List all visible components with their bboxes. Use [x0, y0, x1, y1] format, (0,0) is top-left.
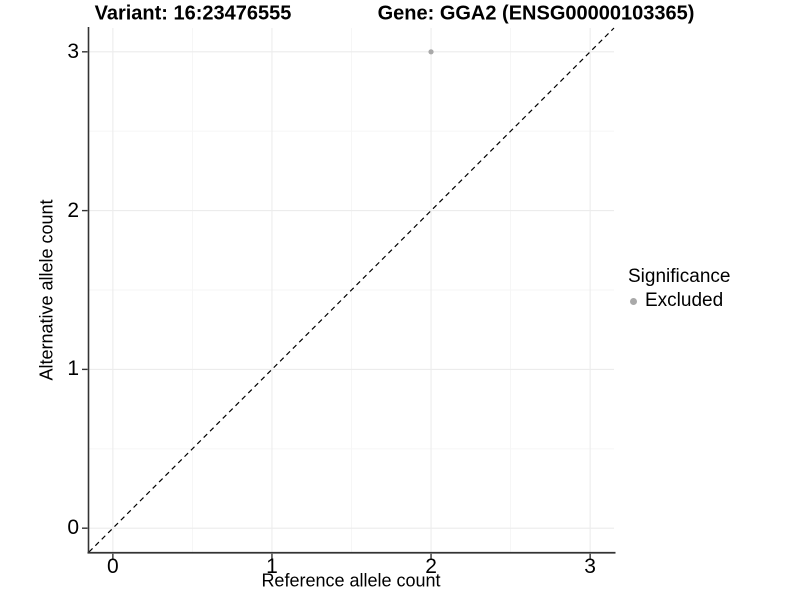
legend-entry-label: Excluded [645, 290, 724, 311]
legend-title: Significance [628, 266, 731, 287]
x-tick-label: 0 [107, 555, 119, 578]
plot-title-gene: Gene: GGA2 (ENSG00000103365) [377, 2, 695, 25]
x-tick-label: 3 [584, 555, 596, 578]
data-point [428, 49, 434, 55]
x-tick-label: 1 [266, 555, 278, 578]
y-tick-label: 1 [67, 357, 79, 381]
legend-key-dot-icon [630, 297, 637, 305]
x-axis-title: Reference allele count [261, 570, 441, 591]
identity-line [88, 27, 615, 553]
y-tick-label: 0 [67, 516, 79, 540]
y-tick-label: 3 [67, 39, 79, 63]
y-axis-title: Alternative allele count [36, 199, 57, 381]
y-tick-label: 2 [67, 198, 79, 222]
plot-title-variant: Variant: 16:23476555 [94, 2, 292, 25]
x-tick-label: 2 [425, 555, 437, 578]
legend: Significance Excluded [628, 266, 730, 312]
legend-entries: Excluded [628, 290, 730, 312]
legend-entry: Excluded [628, 290, 730, 312]
